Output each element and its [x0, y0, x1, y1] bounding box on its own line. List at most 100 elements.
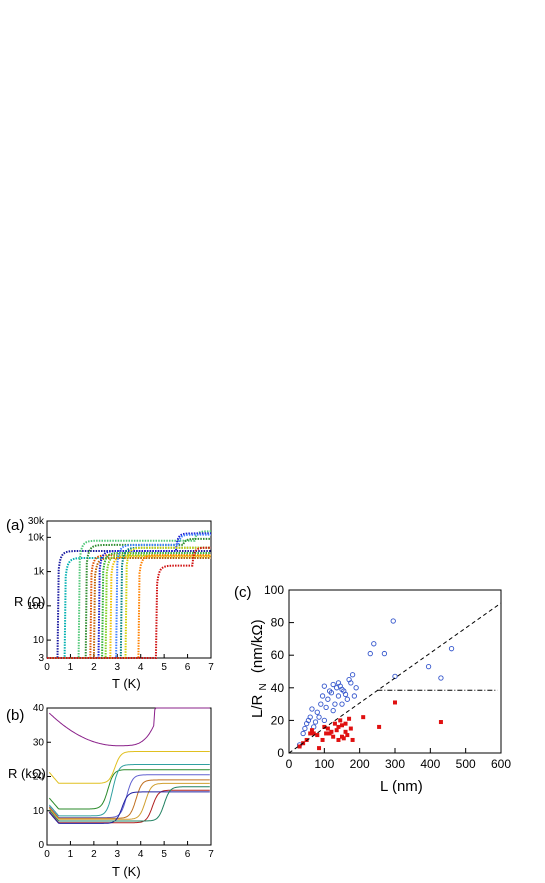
panel-b-frame — [46, 707, 212, 846]
panel-a-ytick-label: 1k — [33, 567, 45, 578]
panel-b-xtick-label: 4 — [138, 849, 144, 860]
panel-c-square-point — [393, 700, 397, 705]
panel-c-square-point — [377, 724, 382, 729]
panel-c-xtick-label: 600 — [491, 757, 511, 771]
panel-c-circle-point — [349, 672, 356, 678]
panel-a-series-1 — [47, 557, 211, 659]
panel-c-circle-point — [425, 663, 432, 670]
panel-c-ytick-label: 20 — [271, 713, 285, 727]
panel-a-ytick-label: 10 — [33, 635, 45, 646]
panel-c-circle-point — [367, 650, 373, 657]
panel-c-ytick-label: 40 — [271, 681, 285, 695]
panel-c-square-point — [347, 716, 352, 721]
panel-c: (c) 0 100 200 300 400 500 600 0 20 40 60 80 100 L (n… — [234, 583, 511, 795]
panel-b-xlabel: T (K) — [112, 864, 141, 879]
panel-c-circle-point — [318, 701, 324, 707]
panel-c-square-point — [297, 744, 302, 749]
panel-a-label: (a) — [6, 517, 24, 534]
panel-b-series — [48, 707, 210, 824]
panel-c-ytick-label: 60 — [271, 648, 285, 662]
panel-a-xtick-label: 4 — [138, 662, 144, 673]
panel-c-circle-point — [390, 618, 396, 624]
panel-c-ytick-label: 100 — [264, 583, 284, 597]
panel-c-circle-point — [330, 681, 336, 688]
panel-c-square-point — [309, 728, 314, 733]
panel-b-ytick-label: 40 — [33, 703, 45, 714]
panel-a-xlabel: T (K) — [112, 676, 141, 691]
panel-a-xtick-label: 1 — [68, 662, 74, 673]
panel-c-circle-point — [325, 696, 331, 702]
panel-c-guide-dashed — [288, 602, 502, 754]
panel-b-ytick-label: 0 — [38, 840, 44, 851]
panel-c-circle-point — [323, 704, 329, 711]
panel-c-circle-point — [302, 725, 308, 732]
panel-c-square-point — [317, 746, 322, 751]
panel-b-xtick-label: 2 — [91, 849, 97, 860]
panel-b-series-9 — [48, 786, 210, 822]
panel-c-xtick-label: 500 — [456, 757, 476, 771]
panel-a-xtick-label: 5 — [161, 662, 167, 673]
panel-a-series-9 — [47, 555, 211, 659]
panel-c-circle-point — [330, 707, 336, 714]
panel-c-square-point — [308, 731, 313, 736]
panel-b-series-5 — [48, 779, 210, 819]
panel-c-circle-point — [332, 701, 338, 707]
panel-a-ytick-label: 100 — [27, 601, 44, 612]
panel-a-series-10 — [47, 533, 211, 659]
panel-a-ytick-label: 30k — [28, 516, 45, 527]
panel-a-ytick-label: 10k — [28, 532, 45, 543]
panel-b-ticks: 0 1 2 3 4 5 6 7 0 10 20 30 40 — [33, 703, 214, 860]
panel-c-circle-point — [319, 693, 326, 699]
panel-c-square-point — [340, 734, 344, 739]
panel-c-circle-point — [316, 714, 322, 720]
panel-c-circle-point — [312, 719, 319, 725]
panel-c-ytick-label: 0 — [277, 746, 284, 760]
panel-c-square-point — [343, 721, 348, 726]
panel-c-square-point — [345, 733, 350, 738]
panel-c-circle-point — [342, 691, 349, 697]
panel-a-series-14 — [47, 546, 211, 659]
panel-c-frame — [288, 589, 502, 754]
panel-c-square-point — [343, 729, 348, 734]
panel-c-ticks: 0 100 200 300 400 500 600 0 20 40 60 80 100 — [264, 583, 511, 771]
panel-c-xtick-label: 400 — [420, 757, 440, 771]
panel-c-square-point — [336, 737, 341, 742]
panel-b-xtick-label: 7 — [208, 849, 214, 860]
panel-c-circle-point — [335, 680, 342, 686]
panel-a-series-13 — [47, 554, 211, 659]
panel-c-circle-point — [351, 693, 358, 699]
panel-c-square-point — [329, 729, 334, 734]
panel-c-xlabel: L (nm) — [380, 778, 423, 795]
panel-c-square-point — [324, 731, 329, 736]
panel-c-circle-point — [328, 690, 335, 696]
panel-c-square-point — [348, 726, 353, 731]
panel-c-circle-point — [371, 641, 377, 647]
panel-b-ytick-label: 20 — [33, 772, 45, 783]
panel-b-ylabel: R (kΩ) — [8, 766, 46, 781]
panel-c-ylabel-unit: (nm/kΩ) — [249, 619, 266, 673]
panel-c-square-point — [315, 733, 320, 738]
panel-c-ylabel: L/R N (nm/kΩ) — [249, 619, 270, 718]
panel-c-square-point — [334, 728, 339, 733]
panel-c-circle-point — [321, 717, 327, 724]
panel-b-series-8 — [48, 791, 210, 824]
panel-c-square-point — [322, 724, 327, 729]
panel-b-series-6 — [48, 782, 210, 820]
panel-c-square-point — [361, 715, 366, 720]
panel-c-xtick-label: 200 — [350, 757, 370, 771]
panel-c-square-point — [320, 737, 325, 742]
panel-a-ticks: 0 1 2 3 4 5 6 7 3 10 100 1k 10k 30k — [27, 516, 214, 673]
panel-c-circle-point — [307, 714, 313, 720]
panel-a-series — [47, 530, 211, 659]
panel-a-series-8 — [47, 554, 211, 659]
panel-a-series-11 — [47, 546, 211, 659]
panel-c-circle-point — [448, 646, 455, 652]
panel-c-circle-point — [335, 693, 342, 699]
panel-a-xtick-label: 7 — [208, 662, 214, 673]
panel-b-ytick-label: 30 — [33, 737, 45, 748]
panel-c-circle-point — [314, 709, 320, 715]
panel-a-series-12 — [47, 546, 211, 659]
panel-a-series-5 — [47, 557, 211, 659]
panel-c-ylabel-main: L/R — [249, 694, 266, 718]
panel-b-label: (b) — [6, 707, 24, 724]
